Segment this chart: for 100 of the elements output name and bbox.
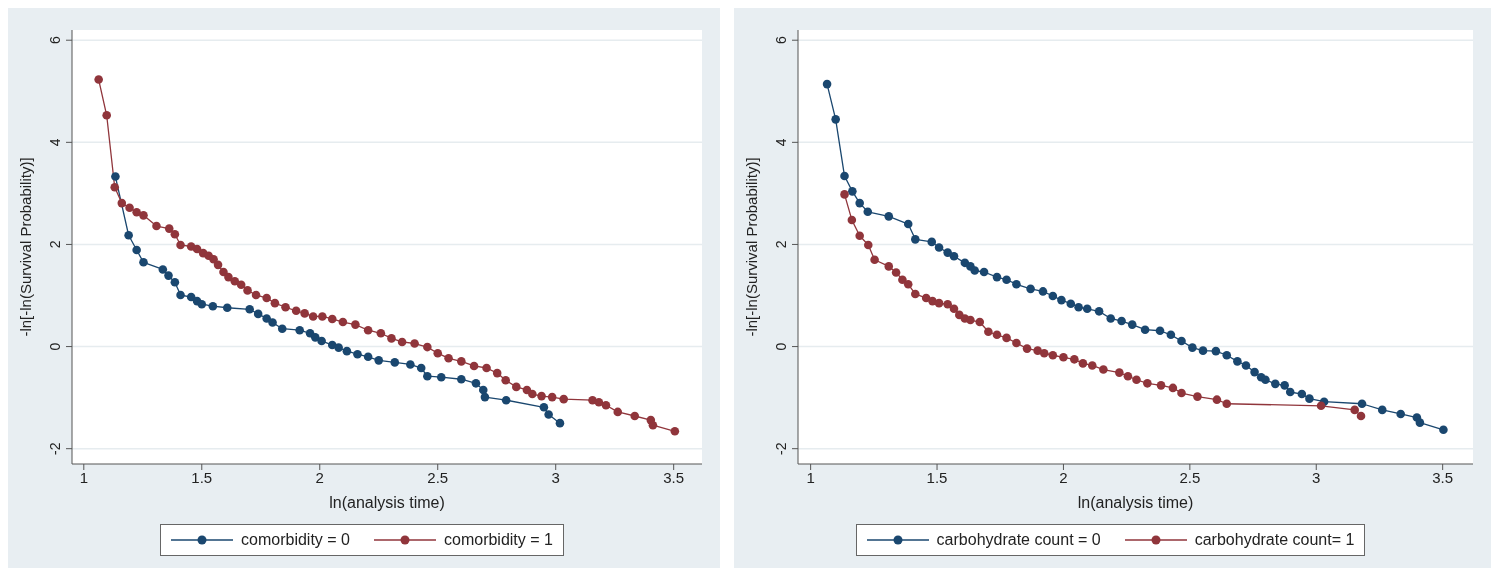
point: [1078, 359, 1088, 368]
point: [158, 265, 168, 274]
point: [94, 75, 103, 84]
point: [176, 290, 185, 300]
point: [903, 279, 913, 289]
point: [374, 356, 384, 365]
point: [197, 299, 207, 309]
legend-label: carbohydrate count= 1: [1194, 531, 1355, 549]
point: [376, 328, 386, 338]
point: [351, 320, 360, 329]
y-tick-label: 6: [773, 36, 789, 45]
point: [613, 407, 623, 417]
point: [387, 334, 396, 343]
x-axis-title: ln(analysis time): [329, 494, 445, 511]
point: [363, 325, 373, 335]
point: [1106, 314, 1116, 323]
point: [992, 330, 1002, 340]
point: [1439, 425, 1448, 435]
point: [1039, 348, 1049, 358]
point: [1188, 343, 1197, 352]
point: [840, 190, 849, 199]
point: [1285, 387, 1295, 397]
point: [537, 391, 546, 401]
point: [855, 198, 864, 208]
point: [1261, 375, 1270, 385]
point: [911, 289, 920, 299]
x-tick-label: 1.5: [191, 468, 213, 486]
point: [152, 221, 161, 231]
point: [831, 115, 840, 124]
point: [262, 293, 271, 303]
point: [863, 240, 873, 250]
point: [1059, 352, 1068, 362]
point: [482, 363, 491, 373]
point: [512, 382, 521, 392]
point: [327, 314, 337, 324]
point: [1143, 379, 1152, 388]
point: [670, 427, 680, 436]
y-tick-label: 2: [773, 240, 789, 249]
point: [236, 280, 246, 290]
point: [111, 172, 120, 181]
point: [1057, 295, 1066, 305]
legend-label: comorbidity = 0: [241, 531, 350, 549]
point: [1132, 375, 1141, 385]
point: [1012, 338, 1021, 348]
point: [979, 267, 989, 277]
point: [984, 327, 993, 337]
x-tick-label: 2.5: [427, 468, 449, 486]
point: [110, 182, 120, 192]
point: [1222, 399, 1232, 409]
point: [1048, 350, 1058, 360]
point: [943, 299, 952, 309]
point: [891, 268, 901, 277]
point: [1177, 388, 1186, 398]
point: [1198, 346, 1208, 355]
point: [884, 262, 894, 271]
point: [1123, 371, 1133, 381]
point: [970, 266, 980, 275]
point: [1396, 409, 1405, 419]
point: [253, 309, 263, 319]
point: [492, 368, 502, 378]
point: [822, 79, 832, 89]
x-axis-title: ln(analysis time): [1077, 494, 1194, 511]
point: [1002, 275, 1011, 284]
point: [594, 397, 604, 407]
point: [243, 286, 252, 295]
y-axis-title: -ln[-ln(Survival Probability)]: [743, 157, 761, 337]
point: [1241, 361, 1251, 370]
point: [1127, 320, 1137, 329]
point: [911, 235, 920, 244]
point: [471, 379, 481, 388]
point: [423, 371, 432, 381]
point: [1140, 325, 1150, 335]
point: [262, 314, 271, 323]
point: [338, 317, 348, 327]
point: [423, 342, 432, 352]
point: [251, 290, 261, 300]
y-tick-label: -2: [773, 442, 789, 455]
point: [1155, 326, 1165, 336]
point: [125, 203, 134, 212]
point: [224, 272, 233, 282]
point: [317, 336, 326, 346]
point: [208, 301, 218, 311]
point: [855, 231, 864, 241]
point: [416, 363, 426, 373]
point: [390, 358, 400, 367]
point: [1002, 333, 1011, 343]
point: [270, 298, 280, 308]
point: [1177, 336, 1186, 346]
point: [927, 237, 937, 247]
point: [601, 400, 611, 410]
point: [117, 198, 127, 208]
point: [222, 303, 232, 313]
x-tick-label: 3: [1312, 468, 1321, 486]
x-tick-label: 1: [79, 468, 88, 486]
point: [1166, 330, 1176, 340]
point: [277, 324, 287, 333]
point: [102, 110, 111, 120]
point: [1271, 379, 1280, 389]
legend-label: comorbidity = 1: [444, 531, 553, 549]
point: [281, 302, 290, 312]
